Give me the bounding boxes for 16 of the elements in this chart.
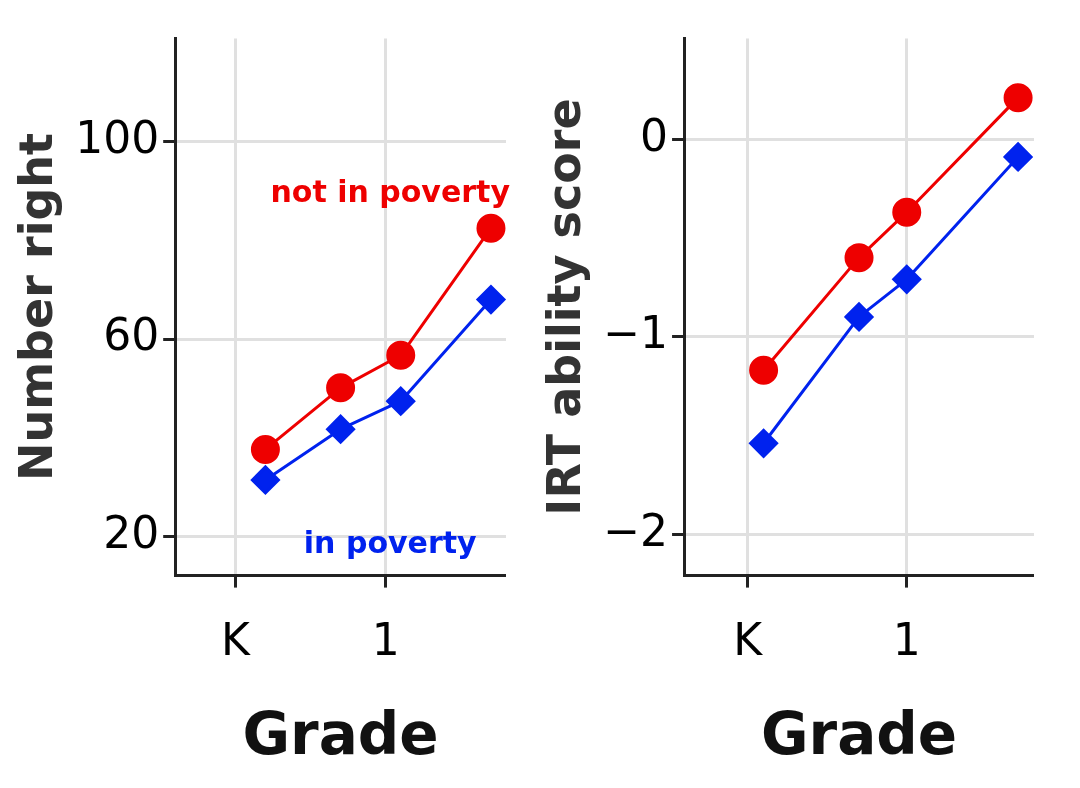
series-label: in poverty xyxy=(303,525,478,561)
y-tick-label: 60 xyxy=(103,309,160,361)
y-axis-title: Number right xyxy=(8,132,63,482)
x-axis-title: Grade xyxy=(242,700,439,769)
y-tick-label: 0 xyxy=(640,109,669,161)
series-label: not in poverty xyxy=(270,173,511,209)
y-tick-label: −2 xyxy=(603,504,669,556)
y-tick-label: −1 xyxy=(603,307,669,359)
x-tick-label: 1 xyxy=(371,614,400,666)
y-tick-label: 100 xyxy=(75,112,160,164)
x-axis-title: Grade xyxy=(760,700,958,769)
x-tick-label: K xyxy=(733,614,764,666)
x-tick-label: 1 xyxy=(892,614,921,666)
y-axis-title: IRT ability score xyxy=(536,98,591,516)
x-tick-label: K xyxy=(220,614,251,666)
y-tick-label: 20 xyxy=(103,506,160,558)
